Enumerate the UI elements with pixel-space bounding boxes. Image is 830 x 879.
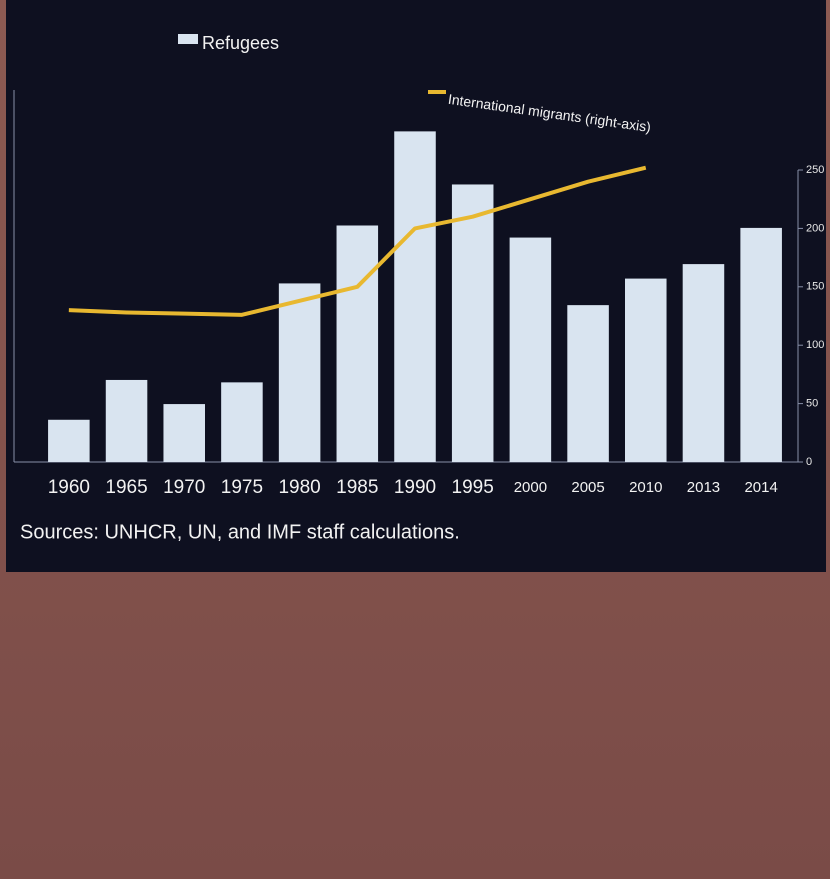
legend-swatch bbox=[178, 34, 198, 44]
bar bbox=[336, 225, 379, 462]
x-tick-label: 1960 bbox=[48, 477, 90, 498]
bar bbox=[625, 278, 667, 462]
x-tick-label: 2014 bbox=[744, 479, 777, 496]
x-tick-label: 1995 bbox=[452, 477, 494, 498]
x-tick-label: 1985 bbox=[336, 477, 378, 498]
x-tick-label: 2013 bbox=[687, 479, 720, 496]
x-tick-label: 1970 bbox=[163, 477, 205, 498]
y2-tick-label: 200 bbox=[806, 222, 824, 234]
bar bbox=[682, 264, 725, 462]
line bbox=[68, 165, 647, 317]
source-note: Sources: UNHCR, UN, and IMF staff calcul… bbox=[20, 521, 460, 543]
bar bbox=[740, 227, 782, 462]
x-tick-label: 1975 bbox=[221, 477, 263, 498]
bar bbox=[48, 419, 90, 462]
bar bbox=[451, 184, 494, 462]
y2-tick-label: 0 bbox=[806, 456, 812, 468]
bar bbox=[567, 305, 609, 462]
y2-tick-label: 100 bbox=[806, 339, 824, 351]
x-tick-label: 1990 bbox=[394, 477, 436, 498]
x-tick-label: 2010 bbox=[629, 479, 662, 496]
bar bbox=[221, 382, 263, 462]
bar bbox=[105, 379, 148, 462]
y2-tick-label: 150 bbox=[806, 281, 824, 293]
x-tick-label: 2000 bbox=[514, 479, 547, 496]
bar bbox=[163, 404, 205, 462]
x-tick-label: 1980 bbox=[278, 477, 320, 498]
y2-tick-label: 50 bbox=[806, 398, 818, 410]
bar bbox=[278, 283, 321, 462]
x-tick-label: 1965 bbox=[105, 477, 147, 498]
bar bbox=[394, 131, 436, 462]
y2-tick-label: 250 bbox=[806, 164, 824, 176]
x-tick-label: 2005 bbox=[571, 479, 604, 496]
legend-label: Refugees bbox=[202, 33, 279, 53]
bar bbox=[509, 237, 552, 462]
